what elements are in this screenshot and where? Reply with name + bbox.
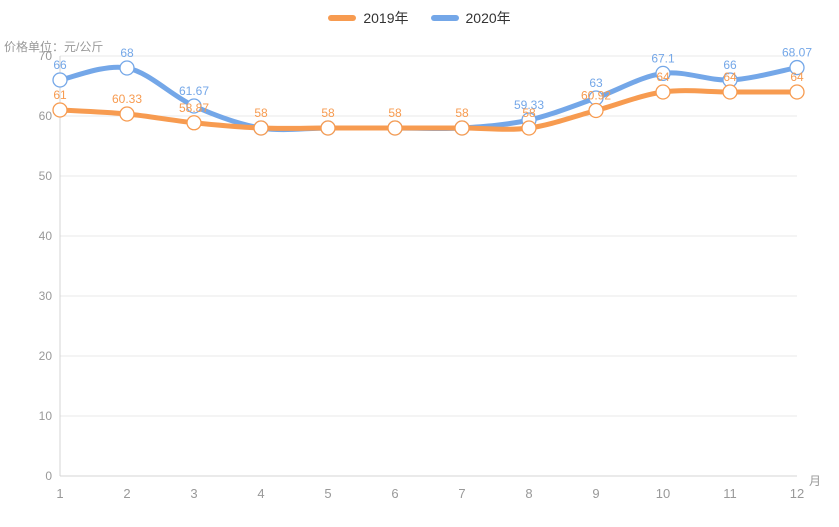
data-point-marker-2019年[interactable] [655, 84, 671, 100]
y-tick-label: 50 [39, 169, 53, 183]
x-tick-label: 1 [56, 486, 63, 501]
data-point-marker-2019年[interactable] [52, 102, 68, 118]
x-tick-label: 4 [257, 486, 264, 501]
data-point-marker-2019年[interactable] [454, 120, 470, 136]
x-tick-label: 10 [656, 486, 670, 501]
y-axis-title: 价格单位：元/公斤 [4, 40, 104, 54]
x-axis-unit-label: 月 [809, 474, 821, 488]
data-point-label-2020年: 66 [53, 58, 67, 72]
data-point-label-2019年: 64 [790, 70, 804, 84]
data-point-label-2020年: 59.33 [514, 98, 544, 112]
y-tick-label: 10 [39, 409, 53, 423]
x-tick-label: 6 [391, 486, 398, 501]
legend: 2019年 2020年 [0, 8, 839, 28]
data-point-marker-2019年[interactable] [789, 84, 805, 100]
data-point-label-2020年: 68 [120, 46, 134, 60]
data-point-label-2019年: 60.33 [112, 92, 142, 106]
x-tick-label: 9 [592, 486, 599, 501]
x-tick-label: 7 [458, 486, 465, 501]
data-point-marker-2019年[interactable] [521, 120, 537, 136]
data-point-label-2019年: 58 [522, 106, 536, 120]
y-tick-label: 30 [39, 289, 53, 303]
y-tick-label: 40 [39, 229, 53, 243]
data-point-label-2019年: 60.92 [581, 88, 611, 102]
data-point-label-2019年: 58 [388, 106, 402, 120]
data-point-marker-2019年[interactable] [119, 106, 135, 122]
legend-swatch-2020-icon [430, 15, 459, 21]
data-point-marker-2020年[interactable] [655, 65, 671, 82]
y-tick-label: 60 [39, 109, 53, 123]
data-point-marker-2019年[interactable] [320, 120, 336, 136]
legend-label-2020: 2020年 [465, 10, 511, 26]
data-point-marker-2019年[interactable] [253, 120, 269, 136]
x-tick-label: 11 [723, 486, 737, 501]
data-point-marker-2020年[interactable] [119, 60, 135, 76]
x-tick-label: 12 [790, 486, 804, 501]
data-point-marker-2019年[interactable] [722, 84, 738, 100]
legend-swatch-2019-icon [328, 15, 357, 21]
data-point-label-2019年: 61 [53, 88, 67, 102]
data-point-marker-2019年[interactable] [186, 115, 202, 131]
x-tick-label: 3 [190, 486, 197, 501]
data-point-label-2019年: 58 [254, 106, 268, 120]
x-tick-label: 5 [324, 486, 331, 501]
data-point-label-2020年: 66 [723, 58, 737, 72]
data-point-label-2019年: 64 [723, 70, 737, 84]
x-tick-label: 2 [123, 486, 130, 501]
y-tick-label: 20 [39, 349, 53, 363]
legend-item-2019[interactable]: 2019年 [328, 8, 409, 28]
data-point-label-2020年: 63 [589, 76, 603, 90]
data-point-marker-2020年[interactable] [789, 59, 805, 76]
data-point-marker-2019年[interactable] [588, 102, 604, 119]
data-point-label-2020年: 67.1 [651, 51, 675, 65]
y-tick-label: 0 [45, 469, 52, 483]
data-point-label-2020年: 68.07 [782, 46, 812, 60]
data-point-label-2019年: 58 [455, 106, 469, 120]
data-point-label-2019年: 58.87 [179, 101, 209, 115]
data-point-marker-2019年[interactable] [387, 120, 403, 136]
data-point-label-2019年: 64 [656, 70, 670, 84]
x-tick-label: 8 [525, 486, 532, 501]
data-point-label-2019年: 58 [321, 106, 335, 120]
legend-item-2020[interactable]: 2020年 [430, 8, 511, 28]
series-line-2019年 [57, 88, 800, 132]
y-tick-label: 70 [39, 49, 53, 63]
legend-label-2019: 2019年 [363, 10, 409, 26]
data-point-marker-2020年[interactable] [52, 72, 68, 88]
data-point-marker-2020年[interactable] [186, 98, 202, 114]
data-point-label-2020年: 61.67 [179, 84, 209, 98]
